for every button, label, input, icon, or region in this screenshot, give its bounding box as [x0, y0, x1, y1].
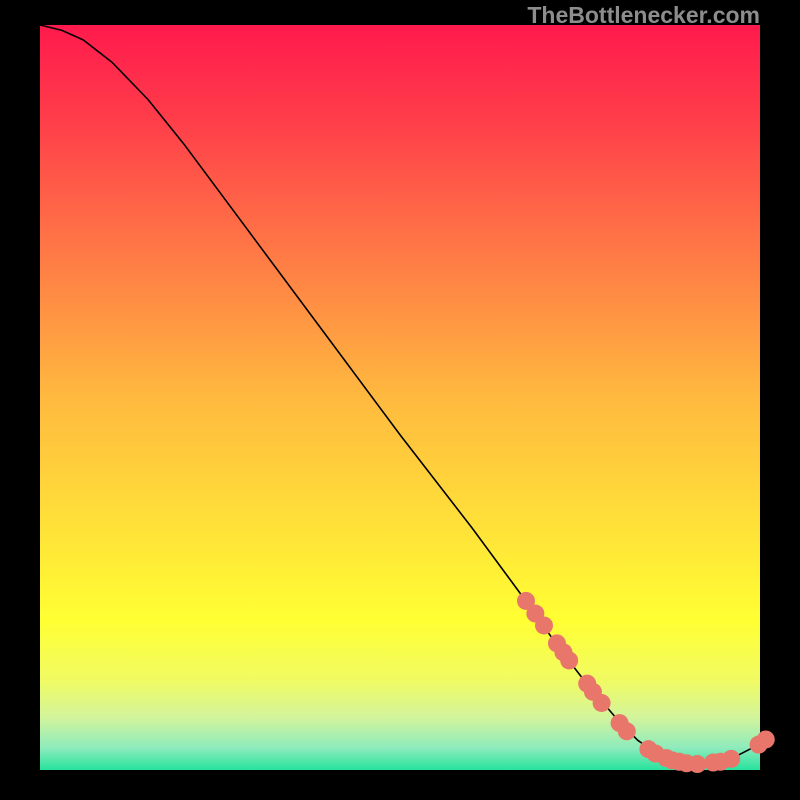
chart-canvas: TheBottlenecker.com [0, 0, 800, 800]
data-marker [593, 694, 611, 712]
marker-group [517, 592, 775, 773]
data-marker [757, 730, 775, 748]
data-marker [722, 750, 740, 768]
chart-overlay [40, 25, 760, 770]
watermark-text: TheBottlenecker.com [527, 2, 760, 29]
data-marker [618, 722, 636, 740]
plot-area [40, 25, 760, 770]
data-marker [535, 616, 553, 634]
data-marker [688, 755, 706, 773]
data-marker [560, 651, 578, 669]
bottleneck-curve [40, 25, 760, 764]
